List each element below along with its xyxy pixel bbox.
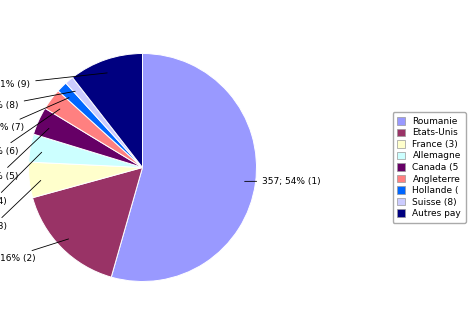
Text: 4% (4): 4% (4) — [0, 152, 42, 206]
Wedge shape — [28, 162, 142, 198]
Wedge shape — [66, 77, 142, 168]
Wedge shape — [33, 168, 142, 277]
Wedge shape — [28, 134, 142, 168]
Text: 1; 3% (6): 1; 3% (6) — [0, 109, 60, 156]
Text: 6; 4% (5): 6; 4% (5) — [0, 128, 49, 181]
Text: 107; 16% (2): 107; 16% (2) — [0, 239, 68, 263]
Text: 5% (3): 5% (3) — [0, 181, 41, 231]
Text: 69; 11% (9): 69; 11% (9) — [0, 73, 107, 89]
Wedge shape — [73, 54, 142, 168]
Text: 357; 54% (1): 357; 54% (1) — [245, 177, 321, 186]
Text: 8; 1% (8): 8; 1% (8) — [0, 91, 75, 111]
Wedge shape — [111, 54, 256, 281]
Wedge shape — [34, 108, 142, 168]
Text: 10; 2% (7): 10; 2% (7) — [0, 98, 69, 132]
Wedge shape — [58, 83, 142, 168]
Wedge shape — [45, 91, 142, 168]
Legend: Roumanie, Etats-Unis, France (3), Allemagne, Canada (5, Angleterre, Hollande (, : Roumanie, Etats-Unis, France (3), Allema… — [393, 112, 466, 223]
